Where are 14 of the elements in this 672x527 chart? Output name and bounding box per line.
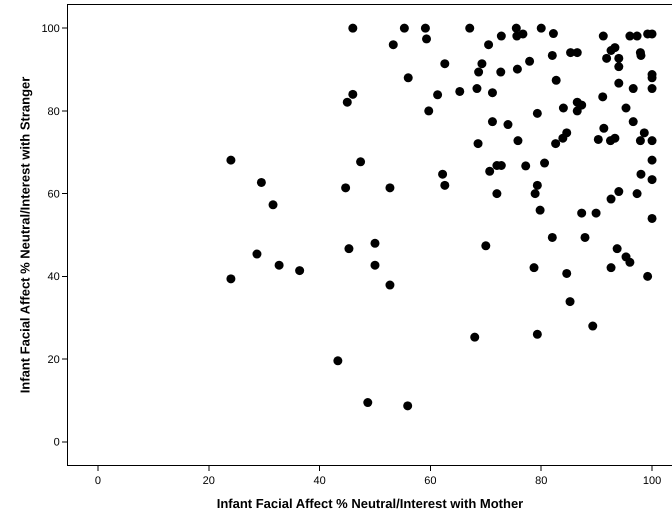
y-axis-title: Infant Facial Affect % Neutral/Interest with Stranger	[17, 76, 32, 394]
y-tick-label: 100	[41, 23, 60, 36]
x-tick-label: 40	[313, 475, 326, 488]
x-tick-label: 60	[424, 475, 437, 488]
x-tick-label: 100	[642, 475, 662, 488]
y-tick-label: 40	[48, 271, 60, 284]
x-tick-label: 0	[94, 475, 101, 488]
y-tick-label: 60	[48, 188, 60, 200]
y-tick-label: 20	[48, 354, 60, 366]
y-tick-label: 0	[54, 436, 60, 449]
x-tick-label: 80	[535, 475, 548, 488]
x-tick-label: 20	[202, 475, 215, 488]
x-axis-title: Infant Facial Affect % Neutral/Interest with Mother	[216, 496, 524, 511]
y-tick-label: 80	[48, 106, 60, 118]
